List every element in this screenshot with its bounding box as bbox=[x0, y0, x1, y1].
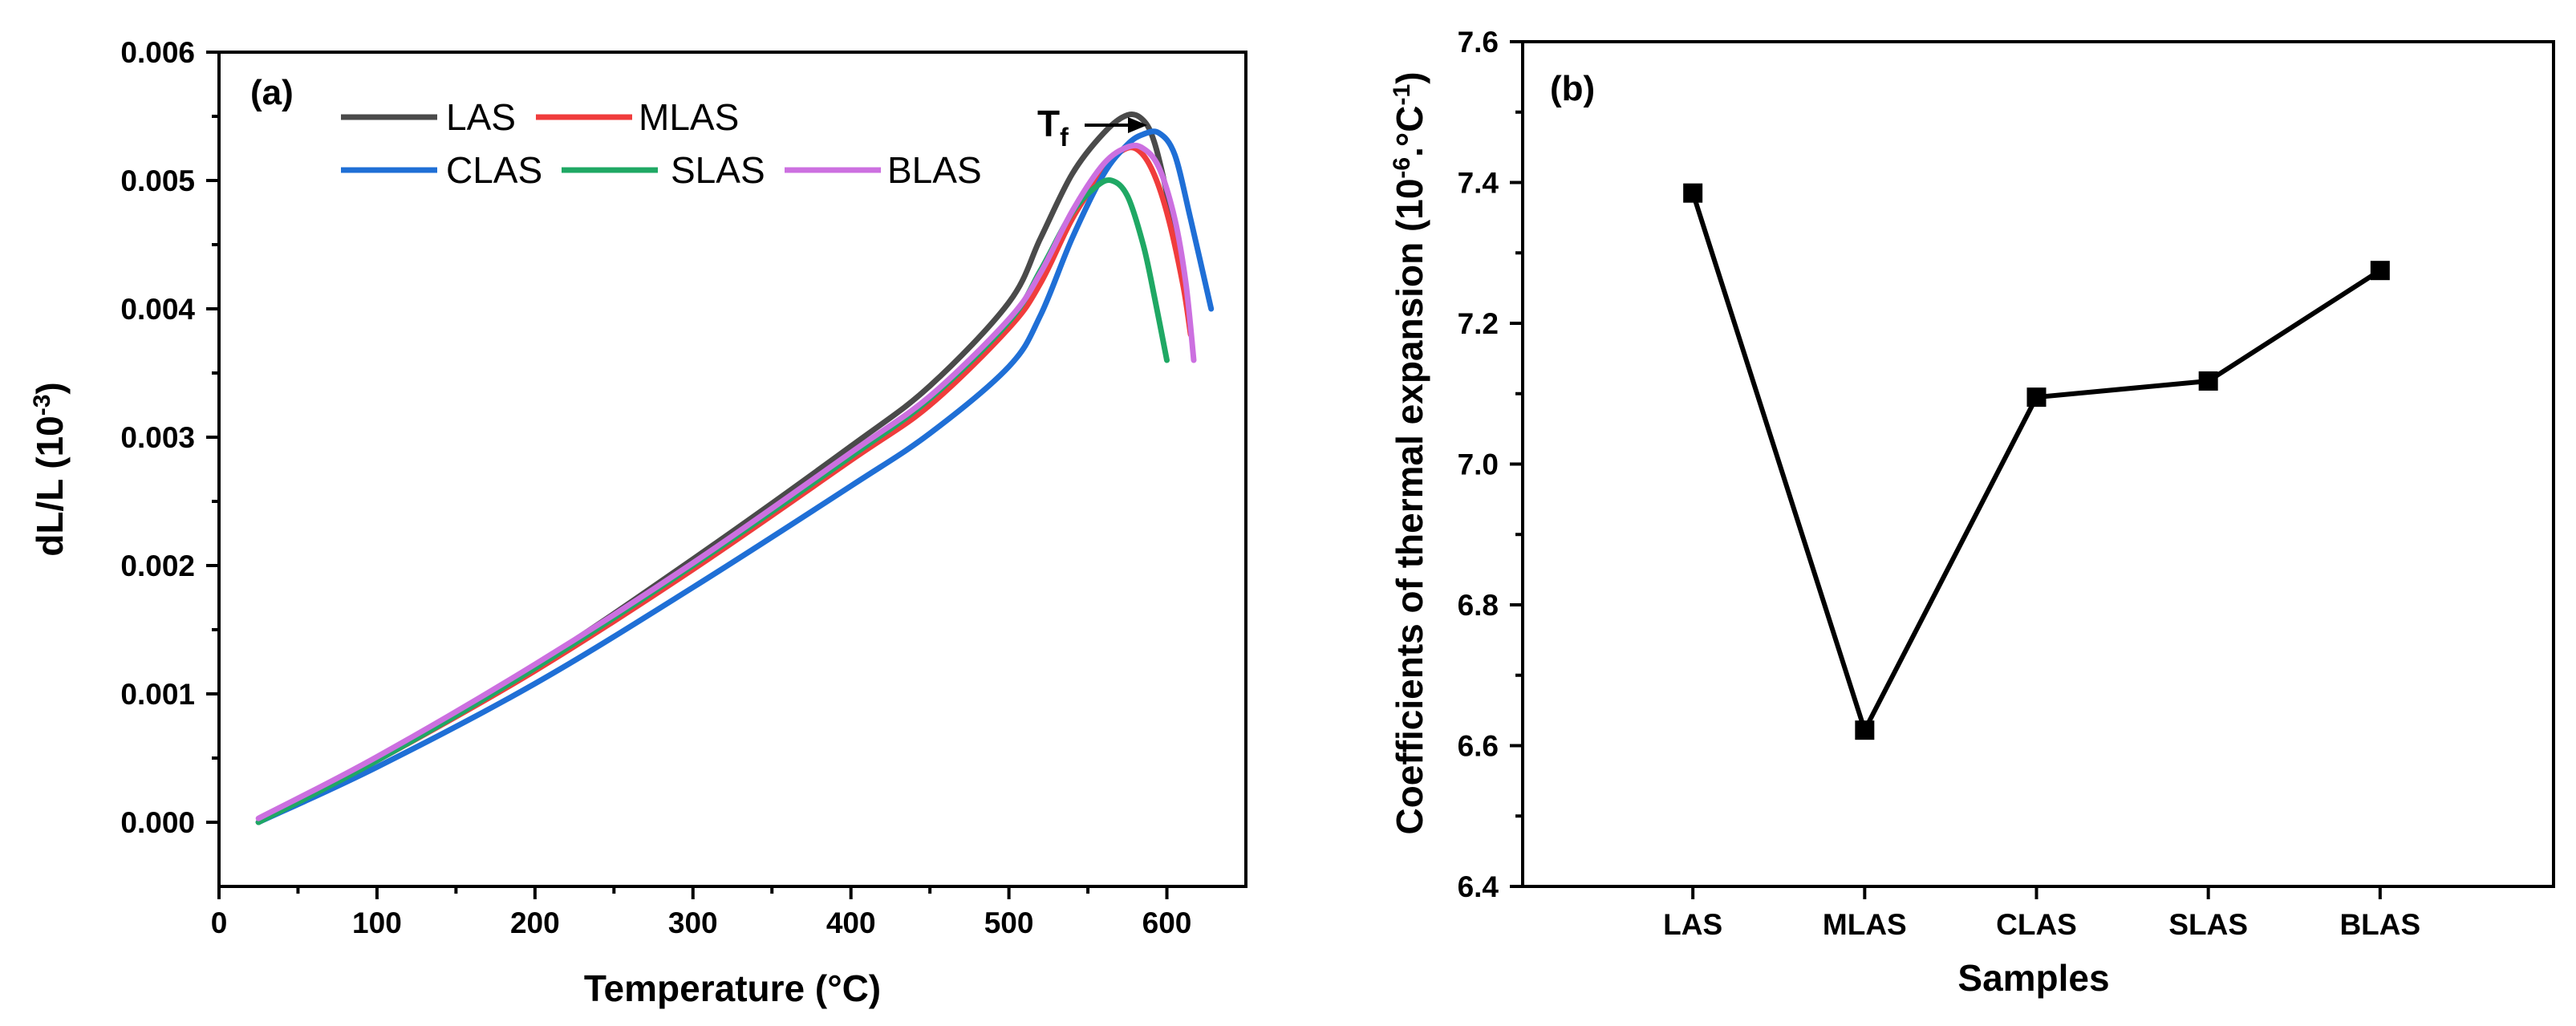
panel-b-y-tick-label: 6.8 bbox=[1458, 589, 1499, 622]
panel-b-chart: LAS MLAS CLAS SLAS BLAS 6.4 6.6 6.8 7.0 7.2 7.4 7.… bbox=[1389, 26, 2555, 999]
panel-a-series bbox=[255, 111, 1215, 825]
panel-a-plot-frame bbox=[217, 51, 1247, 888]
panel-a-x-tick-label: 0 bbox=[211, 906, 228, 939]
legend-label-slas: SLAS bbox=[671, 149, 765, 191]
panel-a-legend: LAS MLAS CLAS SLAS BLAS bbox=[341, 96, 982, 191]
panel-a-x-tick-label: 300 bbox=[668, 906, 718, 939]
series-line-clas bbox=[255, 128, 1215, 825]
panel-a-x-tick-label: 400 bbox=[826, 906, 876, 939]
panel-b-x-tick-label: CLAS bbox=[1996, 908, 2077, 941]
tf-arrow-head bbox=[1128, 117, 1147, 133]
panel-b-series bbox=[1683, 183, 2390, 740]
panel-b-y-tick-label: 7.4 bbox=[1458, 167, 1499, 200]
panel-a-y-title-exponent: -3 bbox=[29, 395, 55, 416]
legend-label-las: LAS bbox=[446, 96, 516, 138]
panel-a-y-tick-label: 0.000 bbox=[120, 806, 195, 839]
cte-marker-clas bbox=[2026, 387, 2047, 408]
panel-a-y-axis-title: dL/L (10-3) bbox=[29, 382, 71, 557]
panel-a-y-ticks: 0.000 0.001 0.002 0.003 0.004 0.005 0.006 bbox=[120, 36, 219, 839]
panel-a-x-tick-label: 600 bbox=[1142, 906, 1192, 939]
panel-b-x-tick-label: BLAS bbox=[2339, 908, 2420, 941]
panel-b-y-tick-label: 7.0 bbox=[1458, 448, 1499, 481]
legend-label-clas: CLAS bbox=[446, 149, 542, 191]
cte-series-line bbox=[1690, 192, 2382, 733]
legend-label-mlas: MLAS bbox=[639, 96, 739, 138]
panel-b-x-axis-title: Samples bbox=[1957, 957, 2109, 999]
panel-b-y-title-end: ) bbox=[1389, 71, 1430, 83]
cte-marker-las bbox=[1683, 183, 1703, 203]
tf-annotation: Tf bbox=[1037, 103, 1147, 152]
panel-b-y-title-mid: .°C bbox=[1389, 105, 1430, 156]
panel-a-x-tick-label: 100 bbox=[352, 906, 402, 939]
panel-a-chart: 0 100 200 300 400 500 600 0.000 0.001 0.002 0.003… bbox=[29, 36, 1247, 1009]
panel-b-y-title-main: Coefficients of thermal expansion (10 bbox=[1389, 179, 1430, 835]
legend-label-blas: BLAS bbox=[887, 149, 982, 191]
panel-b-x-ticks: LAS MLAS CLAS SLAS BLAS bbox=[1663, 886, 2420, 941]
panel-b-x-tick-label: MLAS bbox=[1823, 908, 1907, 941]
panel-a-y-tick-label: 0.006 bbox=[120, 36, 195, 69]
tf-label: Tf bbox=[1037, 103, 1069, 152]
panel-b-y-title-exponent-2: -1 bbox=[1389, 84, 1415, 106]
series-line-slas bbox=[255, 177, 1170, 825]
panel-b-y-ticks: 6.4 6.6 6.8 7.0 7.2 7.4 7.6 bbox=[1458, 26, 1523, 903]
panel-a-label: (a) bbox=[250, 73, 294, 112]
series-line-las bbox=[255, 111, 1183, 825]
panel-a-y-tick-label: 0.001 bbox=[120, 678, 195, 711]
panel-b-label: (b) bbox=[1550, 69, 1595, 108]
cte-marker-mlas bbox=[1855, 720, 1875, 740]
panel-b-x-tick-label: LAS bbox=[1663, 908, 1722, 941]
panel-b-y-tick-label: 6.4 bbox=[1458, 870, 1499, 903]
panel-b-y-axis-title: Coefficients of thermal expansion (10-6.… bbox=[1389, 71, 1430, 834]
panel-a-y-tick-label: 0.005 bbox=[120, 164, 195, 197]
panel-a-y-tick-label: 0.004 bbox=[120, 293, 195, 326]
panel-a-y-title-main: dL/L (10 bbox=[29, 416, 71, 557]
series-line-blas bbox=[255, 142, 1197, 821]
panel-a-x-tick-label: 200 bbox=[510, 906, 560, 939]
cte-marker-blas bbox=[2370, 261, 2390, 281]
panel-b-y-title-exponent: -6 bbox=[1389, 157, 1415, 179]
panel-a-x-ticks: 0 100 200 300 400 500 600 bbox=[211, 886, 1192, 939]
panel-b-y-tick-label: 7.2 bbox=[1458, 307, 1499, 340]
panel-b-x-tick-label: SLAS bbox=[2168, 908, 2248, 941]
panel-b-plot-frame bbox=[1521, 40, 2555, 888]
panel-b-y-tick-label: 7.6 bbox=[1458, 26, 1499, 59]
panel-a-y-tick-label: 0.002 bbox=[120, 549, 195, 582]
panel-b-y-tick-label: 6.6 bbox=[1458, 730, 1499, 763]
panel-a-x-axis-title: Temperature (°C) bbox=[584, 967, 881, 1009]
panel-a-y-tick-label: 0.003 bbox=[120, 421, 195, 454]
cte-marker-slas bbox=[2198, 371, 2218, 391]
panel-a-y-title-end: ) bbox=[29, 382, 71, 394]
panel-a-x-tick-label: 500 bbox=[984, 906, 1034, 939]
